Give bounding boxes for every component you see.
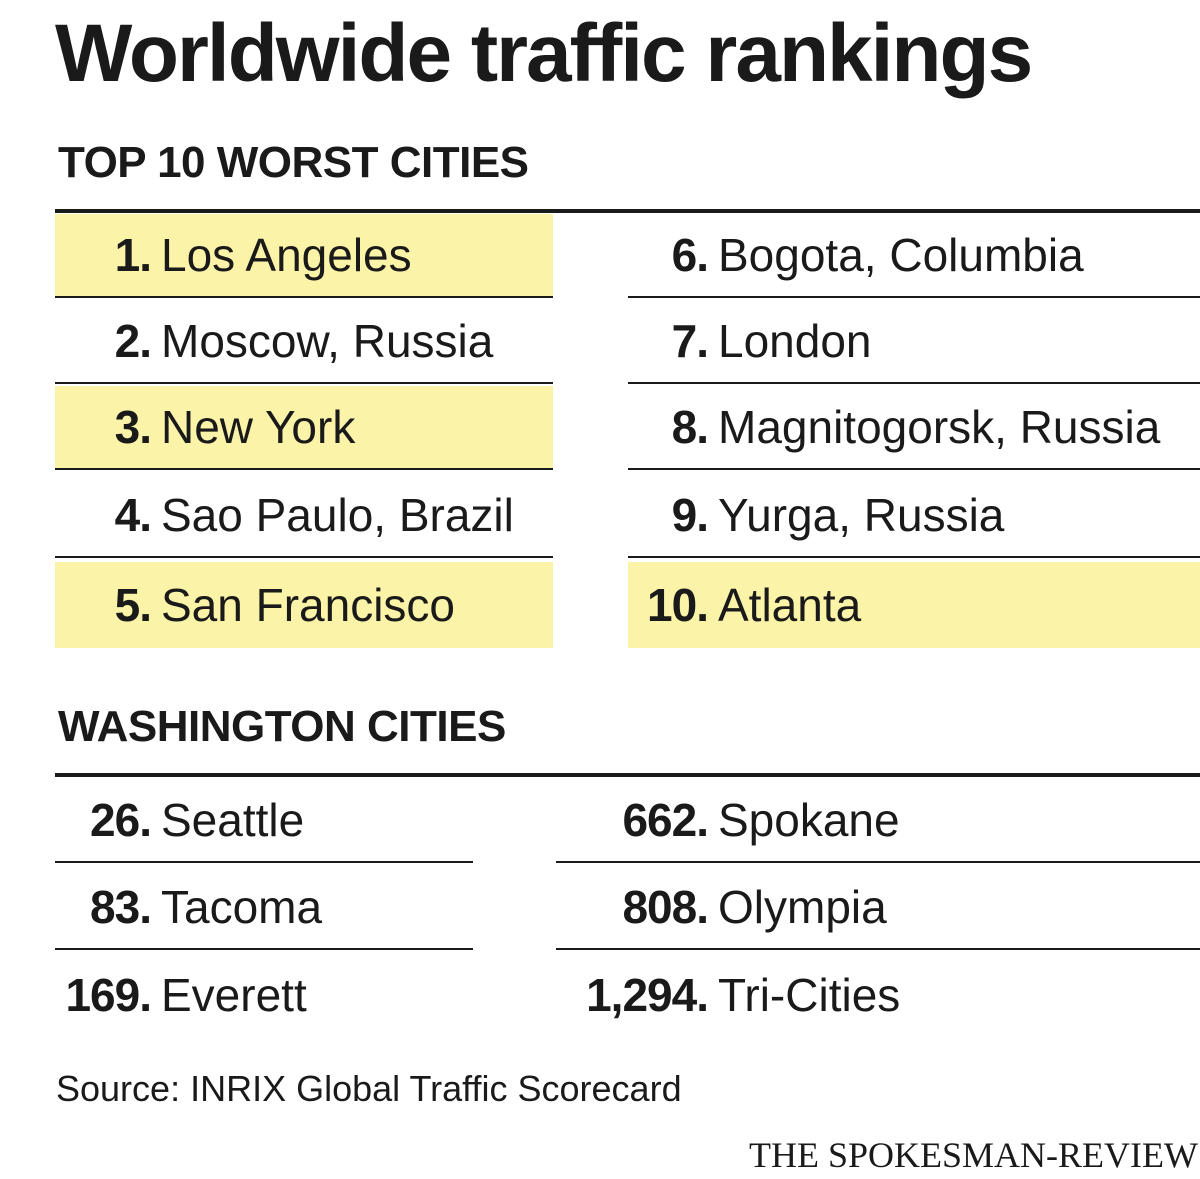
list-item: 5. San Francisco: [55, 562, 553, 648]
list-item: 1. Los Angeles: [55, 214, 553, 298]
rank-number: 6.: [671, 229, 709, 281]
list-item: 169. Everett: [55, 953, 473, 1037]
city-name: Everett: [161, 969, 307, 1021]
city-name: Moscow, Russia: [161, 315, 494, 367]
rank-number: 8.: [671, 401, 709, 453]
page-title: Worldwide traffic rankings: [55, 8, 1033, 99]
rank-number: 1.: [114, 229, 152, 281]
rank-number: 10.: [647, 579, 709, 631]
list-item: 2. Moscow, Russia: [55, 300, 553, 384]
city-name: London: [718, 315, 872, 367]
city-name: Yurga, Russia: [718, 489, 1005, 541]
list-item: 8. Magnitogorsk, Russia: [628, 386, 1200, 470]
washington-heading: WASHINGTON CITIES: [58, 702, 506, 751]
list-item: 26. Seattle: [55, 779, 473, 863]
rank-number: 3.: [114, 401, 152, 453]
rank-number: 4.: [114, 489, 152, 541]
top10-heading: TOP 10 WORST CITIES: [58, 138, 529, 187]
source-note: Source: INRIX Global Traffic Scorecard: [56, 1068, 682, 1109]
rank-number: 83.: [90, 881, 152, 933]
rank-number: 169.: [65, 969, 152, 1021]
rank-number: 9.: [671, 489, 709, 541]
top10-rule: [55, 209, 1200, 213]
publisher-credit: THE SPOKESMAN-REVIEW: [749, 1135, 1198, 1175]
list-item: 662. Spokane: [556, 779, 1200, 863]
city-name: New York: [161, 401, 356, 453]
list-item: 4. Sao Paulo, Brazil: [55, 474, 553, 558]
list-item: 83. Tacoma: [55, 866, 473, 950]
city-name: Atlanta: [718, 579, 862, 631]
rank-number: 26.: [90, 794, 152, 846]
rank-number: 808.: [622, 881, 709, 933]
list-item: 808. Olympia: [556, 866, 1200, 950]
list-item: 1,294. Tri-Cities: [556, 953, 1200, 1037]
rank-number: 5.: [114, 579, 152, 631]
list-item: 9. Yurga, Russia: [628, 474, 1200, 558]
rank-number: 1,294.: [586, 969, 709, 1021]
city-name: San Francisco: [161, 579, 456, 631]
city-name: Sao Paulo, Brazil: [161, 489, 514, 541]
list-item: 6. Bogota, Columbia: [628, 214, 1200, 298]
city-name: Los Angeles: [161, 229, 412, 281]
city-name: Bogota, Columbia: [718, 229, 1084, 281]
rank-number: 7.: [671, 315, 709, 367]
city-name: Olympia: [718, 881, 887, 933]
rank-number: 2.: [114, 315, 152, 367]
washington-rule: [55, 773, 1200, 777]
city-name: Magnitogorsk, Russia: [718, 401, 1161, 453]
rank-number: 662.: [622, 794, 709, 846]
city-name: Tacoma: [161, 881, 323, 933]
list-item: 3. New York: [55, 386, 553, 470]
list-item: 10. Atlanta: [628, 562, 1200, 648]
city-name: Spokane: [718, 794, 900, 846]
city-name: Seattle: [161, 794, 305, 846]
city-name: Tri-Cities: [718, 969, 901, 1021]
list-item: 7. London: [628, 300, 1200, 384]
